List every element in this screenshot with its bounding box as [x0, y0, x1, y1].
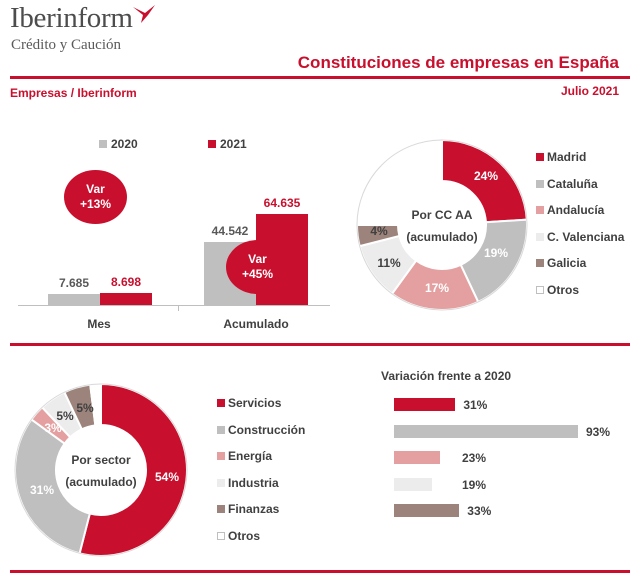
sector-data-label-energ-a: 3%	[44, 421, 62, 435]
data-label-2021-acumulado: 64.635	[263, 196, 301, 210]
legend-label-2021: 2021	[220, 137, 247, 151]
category-label-mes: Mes	[87, 317, 111, 331]
badge-label: Var	[86, 182, 105, 196]
logo-name: Iberinform	[10, 2, 133, 34]
section-divider	[10, 343, 630, 346]
badge-value: +13%	[79, 197, 112, 211]
sector-legend-label: Industria	[228, 475, 279, 490]
sector-legend-swatch	[217, 399, 225, 407]
hbar-finanzas	[394, 504, 460, 517]
ccaa-data-label-galicia: 4%	[370, 224, 388, 238]
legend-label-2020: 2020	[111, 137, 138, 151]
hbar-label-construcci-n: 93%	[586, 424, 611, 439]
ccaa-legend-label: Otros	[547, 282, 580, 297]
ccaa-center-label: (acumulado)	[406, 230, 477, 244]
bar-2020-mes	[48, 294, 100, 305]
axis-tick	[178, 305, 179, 311]
sector-legend-label: Construcción	[228, 422, 306, 437]
report-date: Julio 2021	[560, 84, 619, 98]
data-label-2021-mes: 8.698	[110, 274, 142, 289]
sector-data-label-servicios: 54%	[155, 470, 179, 484]
ccaa-legend-label: Galicia	[547, 256, 587, 270]
logo-subtitle: Crédito y Caución	[11, 37, 121, 53]
data-label-2020-acumulado: 44.542	[211, 224, 249, 239]
sector-legend-swatch	[217, 531, 225, 540]
sector-data-label-finanzas: 5%	[76, 401, 94, 415]
sector-border	[14, 383, 188, 557]
sector-data-label-construcci-n: 31%	[30, 483, 54, 497]
legend-swatch-2020	[99, 140, 107, 148]
ccaa-legend-label: C. Valenciana	[547, 229, 625, 244]
page-title: Constituciones de empresas en España	[297, 53, 619, 72]
legend-swatch-2021	[208, 140, 216, 148]
sector-data-label-industria: 5%	[56, 409, 74, 423]
ccaa-legend-swatch	[536, 206, 544, 214]
ccaa-data-label-madrid: 24%	[474, 169, 498, 183]
sector-center-label: (acumulado)	[65, 475, 136, 489]
sector-legend-label: Servicios	[228, 396, 282, 410]
hbar-energ-a	[394, 451, 440, 464]
hbar-label-energ-a: 23%	[462, 451, 487, 465]
ccaa-legend-swatch	[536, 179, 544, 188]
sector-legend-swatch	[217, 425, 225, 434]
logo-bird-icon	[133, 5, 155, 23]
hbar-construcci-n	[394, 424, 578, 438]
ccaa-legend-swatch	[536, 259, 544, 267]
hbar-label-industria: 19%	[462, 477, 487, 492]
badge-label: Var	[248, 252, 267, 266]
ccaa-legend-label: Andalucía	[547, 203, 605, 217]
ccaa-center-label: Por CC AA	[412, 208, 473, 222]
hbar-label-finanzas: 33%	[467, 504, 492, 518]
sector-legend-swatch	[217, 452, 225, 460]
sector-legend-label: Finanzas	[228, 502, 280, 516]
ccaa-legend-swatch	[536, 285, 544, 294]
hbar-servicios	[394, 398, 456, 411]
ccaa-legend-swatch	[536, 153, 544, 161]
data-label-2020-mes: 7.685	[58, 276, 90, 291]
sector-legend-label: Otros	[228, 528, 261, 543]
variation-badge-1: Var +13%	[64, 170, 127, 224]
ccaa-legend-label: Madrid	[547, 150, 587, 164]
category-label-acumulado: Acumulado	[223, 317, 289, 331]
bar-2021-mes	[100, 292, 152, 305]
source-label: Empresas / Iberinform	[10, 86, 137, 100]
header-divider	[10, 76, 630, 79]
hbar-industria	[394, 477, 432, 491]
sector-legend-label: Energía	[228, 449, 273, 463]
variation-badge-2: Var +45%	[226, 240, 289, 294]
ccaa-border	[356, 139, 528, 311]
sector-legend-swatch	[217, 478, 225, 487]
ccaa-data-label-catalu-a: 19%	[484, 246, 508, 260]
ccaa-legend-label: Cataluña	[547, 176, 598, 191]
x-axis-line	[18, 305, 330, 306]
variation-chart-title: Variación frente a 2020	[381, 369, 512, 383]
ccaa-data-label-andaluc-a: 17%	[425, 281, 449, 295]
ccaa-data-label-c-valenciana: 11%	[377, 256, 401, 270]
ccaa-legend-swatch	[536, 232, 544, 241]
sector-legend-swatch	[217, 505, 225, 513]
badge-value: +45%	[241, 267, 274, 281]
footer-divider	[10, 570, 630, 573]
sector-center-label: Por sector	[71, 453, 131, 467]
hbar-label-servicios: 31%	[463, 398, 488, 412]
